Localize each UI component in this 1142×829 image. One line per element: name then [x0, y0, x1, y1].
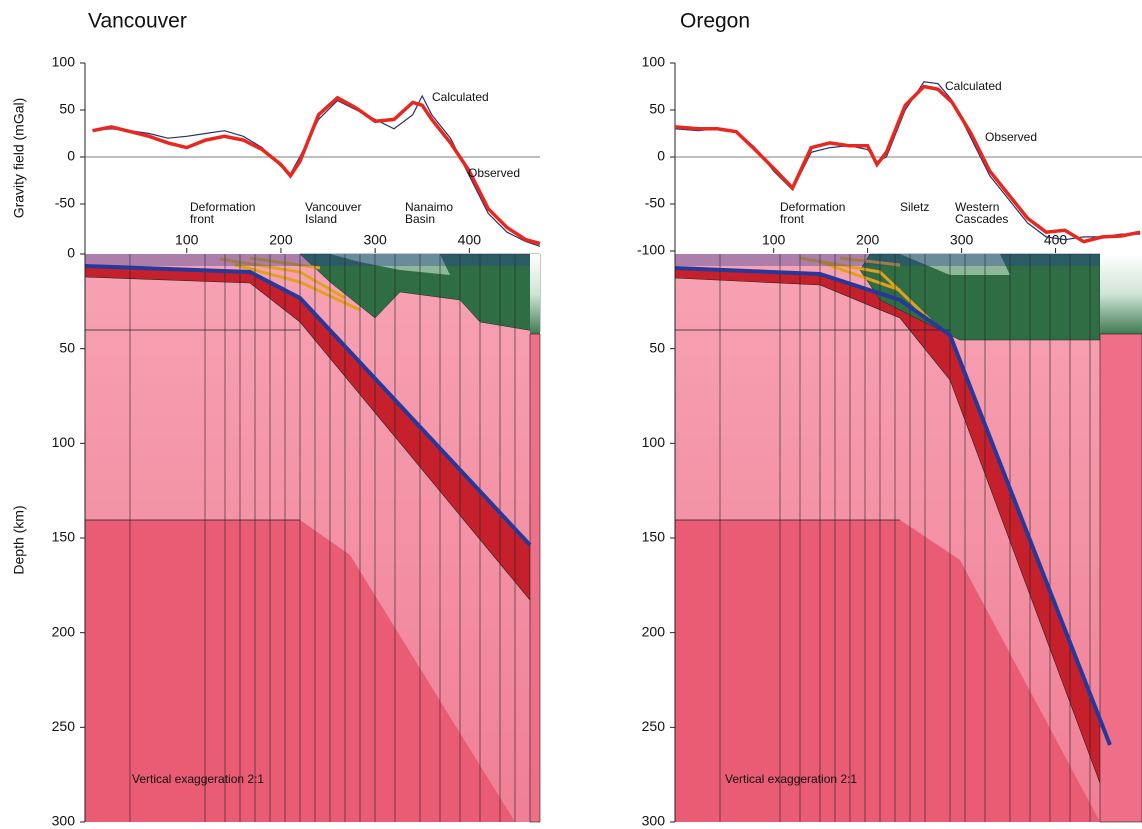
series-label: Observed: [468, 166, 520, 180]
y-tick-label: 0: [67, 148, 75, 164]
depth-tick-label: 150: [642, 529, 666, 545]
column-top: [1100, 254, 1142, 334]
annotation: Deformation front: [780, 200, 845, 226]
gravity-line: [674, 84, 1141, 244]
slab-top: [84, 264, 532, 547]
annotation-line: Cascades: [955, 212, 1008, 226]
annotation-line: Western: [955, 200, 999, 214]
depth-tick-label: 200: [52, 623, 76, 639]
column-top: [530, 254, 540, 334]
annotation-line: Island: [305, 212, 337, 226]
annotation-line: Deformation: [190, 200, 255, 214]
depth-tick-label: 300: [642, 813, 666, 829]
sediment: [819, 260, 901, 292]
y-tick-label: 50: [649, 101, 665, 117]
slab-top: [674, 266, 1112, 746]
depth-tick-label: 300: [52, 813, 76, 829]
annotation-line: Siletz: [900, 200, 929, 214]
x-tick-label: 400: [458, 232, 482, 248]
series-label: Calculated: [432, 90, 489, 104]
y-axis-title: Gravity field (mGal): [11, 98, 27, 219]
y-tick-label: 50: [59, 101, 75, 117]
depth-tick-label: 100: [642, 434, 666, 450]
y-tick-label: -100: [637, 242, 665, 258]
top-strip: [85, 254, 530, 266]
annotation: Siletz: [900, 200, 929, 214]
depth-tick-label: 250: [52, 718, 76, 734]
annotation-line: Nanaimo: [405, 200, 453, 214]
annotation: Deformation front: [190, 200, 255, 226]
depth-tick-label: 100: [52, 434, 76, 450]
panel-title: Oregon: [680, 10, 750, 33]
depth-tick-label: 150: [52, 529, 76, 545]
column: [1099, 333, 1142, 823]
y-tick-label: 100: [52, 54, 76, 70]
depth-axis-title: Depth (km): [11, 505, 27, 574]
series-label: Calculated: [945, 79, 1002, 93]
x-tick-label: 400: [1044, 232, 1068, 248]
gravity-line: [92, 95, 541, 246]
annotation: Western Cascades: [955, 200, 1008, 226]
note: Vertical exaggeration 2:1: [132, 772, 264, 786]
panel: Vancouver 100 50 0 -50 0 50 100 150 200 250 300 100 2…: [11, 10, 541, 829]
depth-tick-label: 250: [642, 718, 666, 734]
y-tick-label: -50: [645, 195, 665, 211]
x-tick-label: 200: [856, 232, 880, 248]
note: Vertical exaggeration 2:1: [725, 772, 857, 786]
x-tick-label: 300: [950, 232, 974, 248]
y-tick-label: 100: [642, 54, 666, 70]
top-strip: [675, 254, 1100, 266]
depth-tick-label: 200: [642, 623, 666, 639]
annotation: Nanaimo Basin: [405, 200, 453, 226]
annotation-line: Basin: [405, 212, 435, 226]
depth-tick-label: 50: [649, 339, 665, 355]
lower-mantle: [675, 520, 1100, 822]
x-tick-label: 100: [762, 232, 786, 248]
x-tick-label: 300: [363, 232, 387, 248]
annotation: Vancouver Island: [305, 200, 361, 226]
annotation-line: Vancouver: [305, 200, 361, 214]
annotation-line: front: [190, 212, 215, 226]
x-tick-label: 100: [175, 232, 199, 248]
y-tick-label: -50: [55, 195, 75, 211]
panel-title: Vancouver: [88, 10, 187, 33]
depth-tick-label: 50: [59, 339, 75, 355]
column: [529, 333, 541, 823]
crust-light: [900, 254, 1010, 275]
y-tick-label: 0: [657, 148, 665, 164]
x-tick-label: 200: [269, 232, 293, 248]
gravity-line: [674, 81, 1141, 241]
depth-tick-label: 0: [67, 245, 75, 261]
annotation-line: front: [780, 212, 805, 226]
panel: Oregon 100 50 0 -50 -100 50 100 150 200 250 300 100 2…: [637, 10, 1142, 829]
annotation-line: Deformation: [780, 200, 845, 214]
series-label: Observed: [985, 130, 1037, 144]
